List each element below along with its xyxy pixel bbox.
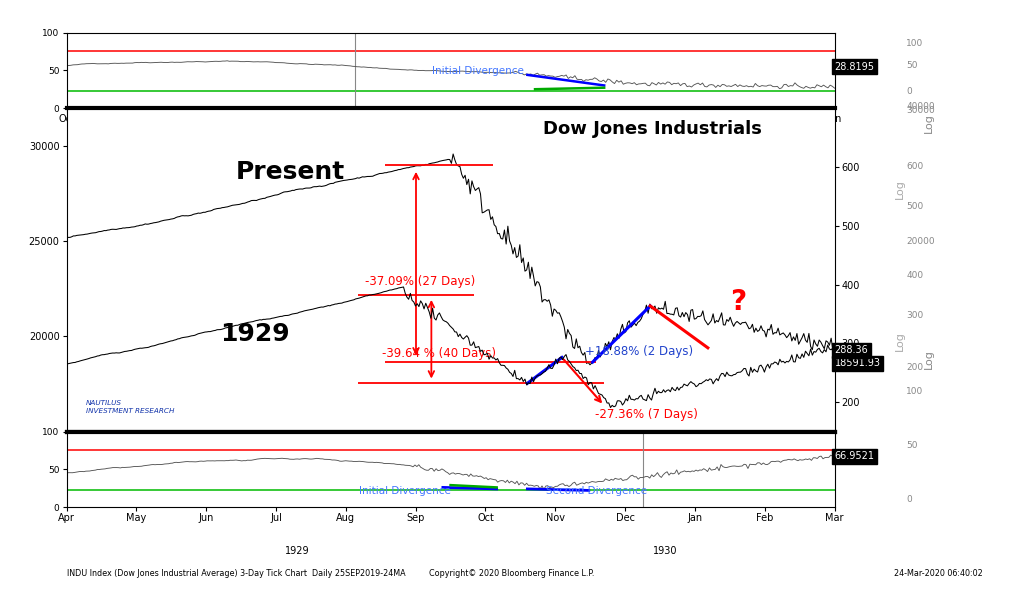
Text: 200: 200 xyxy=(906,362,924,372)
Text: Initial Divergence: Initial Divergence xyxy=(431,66,523,76)
Text: 28.8195: 28.8195 xyxy=(835,62,874,72)
Text: Log: Log xyxy=(895,331,905,351)
Text: 2019: 2019 xyxy=(193,147,217,157)
Text: 300: 300 xyxy=(906,311,924,320)
Text: 100: 100 xyxy=(906,39,924,47)
Text: 0: 0 xyxy=(906,495,912,504)
Text: Initial Divergence: Initial Divergence xyxy=(358,486,451,496)
Text: 288.36: 288.36 xyxy=(835,345,868,355)
Text: 50: 50 xyxy=(906,441,918,450)
Text: NAUTILUS
INVESTMENT RESEARCH: NAUTILUS INVESTMENT RESEARCH xyxy=(86,400,174,414)
Text: 1929: 1929 xyxy=(285,546,309,556)
Text: 20000: 20000 xyxy=(906,237,935,246)
Text: Copyright© 2020 Bloomberg Finance L.P.: Copyright© 2020 Bloomberg Finance L.P. xyxy=(429,569,595,578)
Text: 500: 500 xyxy=(906,202,924,212)
Text: Log: Log xyxy=(924,349,934,369)
Text: 1930: 1930 xyxy=(653,546,678,556)
Text: 40000: 40000 xyxy=(906,102,935,111)
Text: Dow Jones Industrials: Dow Jones Industrials xyxy=(543,120,762,138)
Text: Log: Log xyxy=(895,179,905,199)
Text: INDU Index (Dow Jones Industrial Average) 3-Day Tick Chart  Daily 25SEP2019-24MA: INDU Index (Dow Jones Industrial Average… xyxy=(67,569,406,578)
Text: 1929: 1929 xyxy=(220,322,290,346)
Text: ?: ? xyxy=(730,288,746,316)
Text: 600: 600 xyxy=(906,162,924,171)
Text: 18591.93: 18591.93 xyxy=(835,358,881,368)
Text: 30000: 30000 xyxy=(906,106,935,116)
Text: 100: 100 xyxy=(906,387,924,396)
Text: 66.9521: 66.9521 xyxy=(835,451,874,461)
Text: Present: Present xyxy=(236,160,345,184)
Text: 2020: 2020 xyxy=(454,147,478,157)
Text: 400: 400 xyxy=(906,271,924,280)
Text: -39.64 % (40 Days): -39.64 % (40 Days) xyxy=(382,347,496,360)
Text: Second Divergence: Second Divergence xyxy=(546,486,647,496)
Text: +18.88% (2 Days): +18.88% (2 Days) xyxy=(585,345,693,358)
Text: Log: Log xyxy=(924,113,934,133)
Text: 0: 0 xyxy=(906,87,912,96)
Text: -27.36% (7 Days): -27.36% (7 Days) xyxy=(595,407,697,420)
Text: 50: 50 xyxy=(906,61,918,71)
Text: -37.09% (27 Days): -37.09% (27 Days) xyxy=(365,275,475,288)
Text: 24-Mar-2020 06:40:02: 24-Mar-2020 06:40:02 xyxy=(894,569,983,578)
